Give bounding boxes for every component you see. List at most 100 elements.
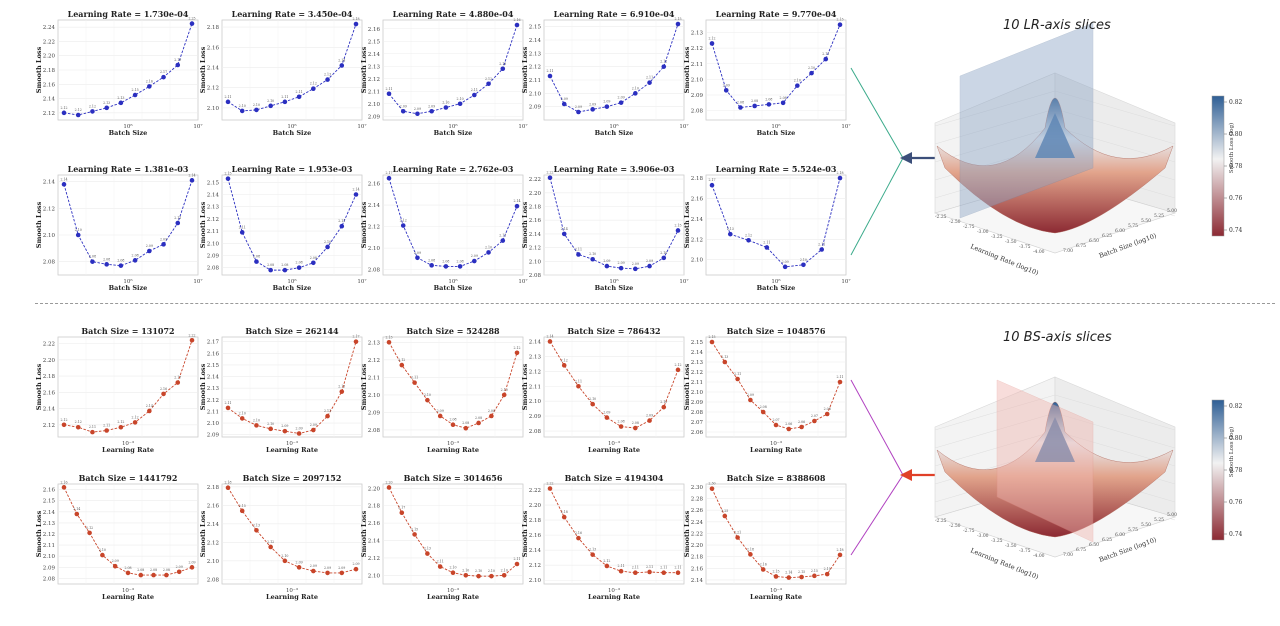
data-point: [225, 405, 231, 411]
data-label: 2.07: [811, 414, 818, 418]
data-label: 2.08: [751, 99, 758, 103]
y-tick-label: 6.50: [1089, 238, 1099, 244]
y-tick-label: 2.14: [368, 52, 381, 58]
data-point: [325, 77, 330, 82]
y-tick-label: 2.22: [691, 531, 703, 537]
data-point: [786, 426, 792, 432]
data-point: [837, 552, 843, 558]
slice-panel: Learning Rate = 9.770e-042.132.122.112.1…: [683, 9, 851, 137]
data-label: 2.16: [160, 387, 167, 391]
data-label: 2.08: [267, 263, 274, 267]
y-tick-label: 2.11: [368, 375, 380, 381]
y-tick-label: 2.16: [529, 218, 542, 224]
data-point: [675, 228, 681, 233]
data-point: [576, 252, 581, 257]
data-point: [727, 231, 733, 237]
y-tick-label: 2.20: [368, 486, 381, 492]
y-tick-label: 2.13: [207, 386, 220, 392]
data-label: 2.17: [398, 506, 405, 510]
y-tick-label: 2.13: [368, 64, 381, 70]
slice-panel: Batch Size = 262144 2.17 2.16 2.15 2.14 2.13 2…: [199, 326, 363, 454]
y-tick-label: 2.10: [368, 393, 381, 399]
data-label: 2.18: [352, 17, 359, 21]
data-label: 2.08: [310, 256, 317, 260]
data-point: [296, 265, 302, 270]
data-point: [661, 64, 667, 69]
data-point: [311, 568, 316, 574]
series-line: [227, 487, 357, 574]
data-point: [722, 513, 728, 519]
data-point: [501, 573, 507, 578]
y-tick-label: 6.75: [1076, 243, 1086, 249]
gridline: [1054, 412, 1176, 449]
data-label: 2.25: [188, 17, 195, 21]
data-label: 2.13: [253, 523, 260, 527]
x-tick-label: -3.00: [977, 533, 989, 539]
data-point: [125, 570, 131, 576]
series-line: [549, 23, 679, 113]
x-axis-label: Learning Rate: [427, 593, 479, 601]
data-point: [647, 418, 652, 423]
data-label: 2.25: [721, 509, 728, 513]
data-point: [604, 563, 610, 569]
colorbar: [1211, 95, 1225, 237]
data-label: 2.08: [457, 259, 464, 263]
y-tick-label: 2.18: [43, 374, 56, 380]
data-point: [812, 573, 817, 579]
x-tick-label: 10⁻³: [286, 587, 298, 594]
data-label: 2.11: [224, 401, 231, 405]
data-point: [766, 102, 772, 107]
arrow-head-icon: [900, 152, 912, 164]
x-axis-label: Learning Rate: [588, 446, 640, 454]
y-tick-label: 2.14: [43, 510, 56, 516]
data-point: [514, 22, 520, 28]
data-point: [400, 108, 406, 114]
x-tick-label: 10⁷: [841, 278, 851, 285]
data-point: [268, 426, 273, 432]
y-tick-label: 2.14: [529, 548, 542, 554]
y-tick-label: 2.11: [207, 409, 219, 415]
y-tick-label: 2.12: [691, 46, 703, 52]
x-tick-label: 10⁻³: [122, 440, 134, 447]
data-label: 2.10: [501, 388, 508, 392]
x-axis-label: Learning Rate: [750, 593, 802, 601]
y-tick-label: 2.06: [691, 430, 704, 436]
y-tick-label: 2.08: [529, 273, 542, 279]
x-axis-label: Batch Size: [434, 284, 473, 292]
y-tick-label: 5.00: [1167, 512, 1177, 518]
data-label: 2.10: [442, 101, 449, 105]
x-tick-label: 10⁶: [448, 123, 458, 130]
data-label: 2.09: [488, 409, 495, 413]
y-tick-label: 2.13: [529, 51, 542, 57]
x-tick-label: 10⁷: [518, 123, 528, 130]
data-label: 2.14: [352, 188, 359, 192]
data-point: [457, 264, 463, 269]
y-tick-label: 2.17: [207, 340, 220, 346]
panel-title: Learning Rate = 6.910e-04: [554, 9, 675, 19]
colorbar-tick-label: 0.80: [1229, 435, 1243, 442]
data-label: 2.12: [75, 108, 82, 112]
y-axis-label: Smooth Loss: [521, 46, 529, 93]
data-label: 2.14: [785, 571, 792, 575]
data-label: 2.10: [660, 251, 667, 255]
data-point: [472, 258, 477, 264]
colorbar-tick-label: 0.78: [1229, 163, 1243, 170]
y-tick-label: 2.12: [43, 206, 55, 212]
data-point: [268, 267, 273, 273]
data-label: 2.09: [414, 107, 421, 111]
y-tick-label: 2.24: [43, 25, 56, 31]
data-point: [476, 573, 481, 579]
x-tick-label: -2.50: [949, 523, 961, 529]
data-label: 2.08: [618, 420, 625, 424]
y-tick-label: 2.10: [368, 102, 381, 108]
data-point: [118, 100, 124, 106]
series-line: [388, 178, 518, 267]
y-tick-label: 2.18: [529, 205, 542, 211]
data-label: 2.08: [124, 566, 131, 570]
y-axis-label: Smooth Loss: [35, 363, 43, 410]
data-label: 2.09: [747, 393, 754, 397]
data-label: 2.10: [253, 103, 260, 107]
data-point: [239, 230, 245, 235]
x-tick-label: 10⁻³: [122, 587, 134, 594]
